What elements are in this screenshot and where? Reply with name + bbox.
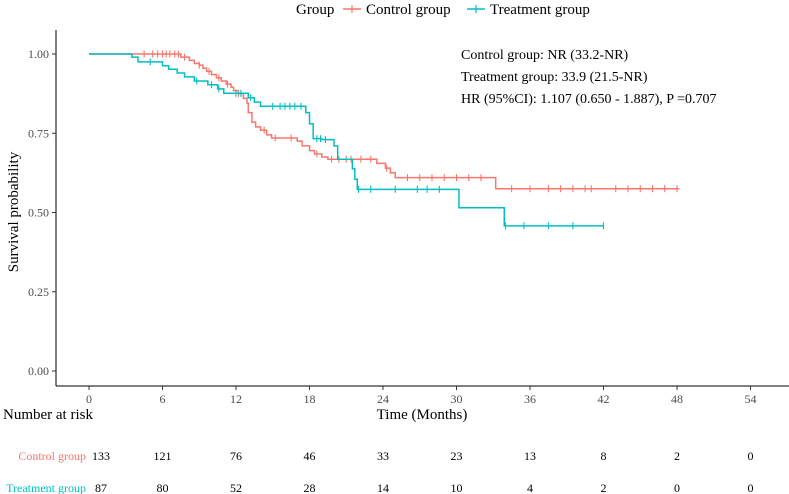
risk-count-control-2: 76	[230, 449, 242, 463]
y-axis-title: Survival probability	[6, 151, 22, 272]
curve-treatment	[89, 53, 604, 227]
x-tick-label-5: 30	[451, 392, 463, 406]
risk-count-treatment-9: 0	[748, 481, 754, 494]
risk-table: Number at risk Control group Treatment g…	[3, 407, 754, 494]
x-tick-label-0: 0	[86, 392, 92, 406]
risk-count-treatment-0: 87	[95, 481, 107, 494]
legend-label-treatment: Treatment group	[490, 2, 590, 18]
y-tick-label-2: 0.50	[28, 206, 49, 220]
risk-count-treatment-6: 4	[527, 481, 533, 494]
curve-control	[89, 53, 680, 190]
risk-count-treatment-7: 2	[601, 481, 607, 494]
legend: Group Control group Treatment group	[296, 2, 590, 18]
y-tick-label-3: 0.75	[28, 126, 49, 140]
risk-count-treatment-3: 28	[304, 481, 316, 494]
y-tick-label-4: 1.00	[28, 47, 49, 61]
y-tick-label-0: 0.00	[28, 364, 49, 378]
risk-count-control-9: 0	[748, 449, 754, 463]
survival-curves	[89, 50, 680, 230]
x-tick-label-2: 12	[230, 392, 242, 406]
x-tick-label-8: 48	[671, 392, 683, 406]
risk-count-treatment-5: 10	[451, 481, 463, 494]
risk-count-treatment-2: 52	[230, 481, 242, 494]
risk-count-control-0: 133	[92, 449, 110, 463]
x-tick-label-1: 6	[160, 392, 166, 406]
x-tick-label-7: 42	[598, 392, 610, 406]
risk-count-control-3: 46	[304, 449, 316, 463]
x-tick-label-9: 54	[745, 392, 757, 406]
risk-count-control-1: 121	[154, 449, 172, 463]
risk-count-treatment-4: 14	[377, 481, 389, 494]
annotation-treatment-median: Treatment group: 33.9 (21.5-NR)	[461, 70, 648, 85]
x-axis-ticks: 0 6 12 18 24 30 36 42 48 54	[86, 386, 757, 406]
risk-table-title: Number at risk	[3, 407, 93, 423]
annotation-control-median: Control group: NR (33.2-NR)	[461, 48, 629, 63]
x-axis-title: Time (Months)	[377, 407, 468, 423]
risk-count-treatment-1: 80	[157, 481, 169, 494]
risk-counts: 133 121 76 46 33 23 13 8 2 0 87 80 52 28 14 10 4 2 0 0	[92, 449, 754, 494]
risk-count-control-6: 13	[524, 449, 536, 463]
risk-row-label-control: Control group	[18, 449, 86, 463]
risk-row-label-treatment: Treatment group	[6, 481, 86, 494]
legend-title: Group	[296, 2, 334, 18]
annotation-hazard-ratio: HR (95%CI): 1.107 (0.650 - 1.887), P =0.…	[461, 92, 716, 107]
y-axis-ticks: 0.00 0.25 0.50 0.75 1.00	[28, 47, 56, 378]
x-tick-label-4: 24	[377, 392, 389, 406]
risk-count-control-8: 2	[674, 449, 680, 463]
risk-count-control-4: 33	[377, 449, 389, 463]
risk-count-treatment-8: 0	[674, 481, 680, 494]
y-tick-label-1: 0.25	[28, 285, 49, 299]
x-tick-label-6: 36	[524, 392, 536, 406]
legend-label-control: Control group	[366, 2, 451, 18]
x-tick-label-3: 18	[304, 392, 316, 406]
risk-count-control-7: 8	[601, 449, 607, 463]
annotations: Control group: NR (33.2-NR) Treatment gr…	[461, 48, 716, 107]
risk-count-control-5: 23	[451, 449, 463, 463]
